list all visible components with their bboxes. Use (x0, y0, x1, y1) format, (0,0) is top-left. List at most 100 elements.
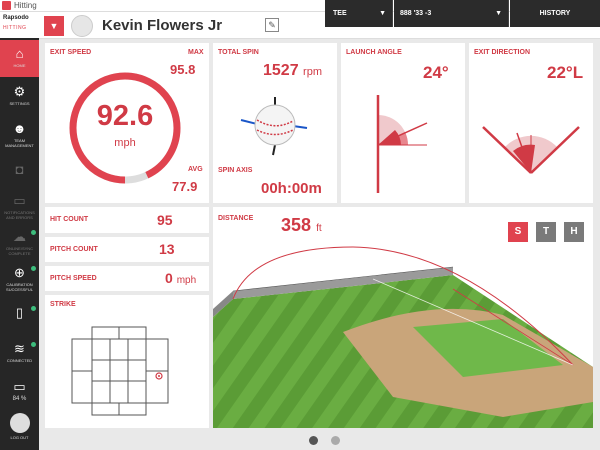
page-dot-2[interactable] (331, 436, 340, 445)
sidebar-item-label: SETTINGS (9, 101, 30, 106)
total-spin-label: TOTAL SPIN (218, 49, 259, 56)
app-icon (2, 1, 11, 10)
view-button-side[interactable]: S (508, 222, 528, 242)
view-button-home[interactable]: H (564, 222, 584, 242)
wifi-status-dot (31, 342, 36, 347)
gauge-fill (69, 72, 181, 184)
launch-angle-card: LAUNCH ANGLE 24° (341, 43, 465, 203)
exit-direction-value: 22°L (547, 63, 584, 82)
sidebar-item-label: TEAM MANAGEMENT (5, 138, 34, 148)
distance-unit: ft (316, 223, 322, 234)
notification-icon: ▭ (13, 193, 26, 208)
pitch-speed-value-row: 0 mph (165, 270, 196, 286)
sidebar-item-label: HOME (13, 63, 26, 68)
avg-value: 77.9 (172, 179, 198, 194)
history-button[interactable]: HISTORY (510, 0, 600, 27)
avg-label: AVG (188, 166, 203, 173)
battery-indicator: ▭ 84 % (0, 378, 39, 406)
distance-value: 358 (281, 215, 312, 235)
hit-count-card: HIT COUNT 95 (45, 207, 209, 233)
home-icon: ⌂ (15, 46, 24, 61)
battery-icon: ▭ (13, 379, 26, 394)
tee-select-value: TEE (333, 10, 347, 17)
launch-angle-value: 24° (423, 63, 449, 82)
strike-label: STRIKE (50, 301, 76, 308)
wifi-icon: ≋ (14, 341, 25, 356)
view-button-top[interactable]: T (536, 222, 556, 242)
exit-speed-value: 92.6 (96, 100, 154, 132)
pitch-location-marker (155, 372, 163, 380)
chevron-down-icon: ▼ (49, 21, 59, 31)
distance-value-row: 358 ft (281, 215, 322, 236)
history-label: HISTORY (539, 10, 571, 17)
total-spin-unit: rpm (303, 66, 322, 78)
max-label: MAX (188, 49, 204, 56)
pitch-count-card: PITCH COUNT 13 (45, 237, 209, 262)
device-icon: ▯ (15, 305, 24, 320)
cloud-sync-icon: ☁ (13, 229, 26, 244)
cloud-status-dot (31, 230, 36, 235)
distance-label: DISTANCE (218, 215, 254, 222)
pitch-speed-label: PITCH SPEED (50, 275, 97, 282)
sidebar-item-team[interactable]: ☻ TEAM MANAGEMENT (0, 118, 39, 154)
sidebar-item-cloud[interactable]: ☁ ONLINE/SYNC COMPLETE (0, 228, 39, 258)
sidebar-item-notifications[interactable]: ▭ NOTIFICATIONS AND ERRORS (0, 192, 39, 222)
max-value: 95.8 (170, 62, 196, 77)
exit-direction-label: EXIT DIRECTION (474, 49, 531, 56)
sidebar-item-label: CALIBRATION SUCCESSFUL (6, 282, 33, 292)
baseball-icon (240, 97, 308, 156)
team-icon: ☻ (12, 121, 27, 136)
rapsodo-logo: Rapsodo HITTING (0, 12, 39, 38)
distance-card: DISTANCE 358 ft S T H (213, 207, 593, 428)
window-title: Hitting (14, 1, 37, 10)
sidebar-item-camera[interactable]: ◘ (0, 160, 39, 186)
chevron-down-icon: ▼ (379, 10, 386, 17)
device-status-dot (31, 306, 36, 311)
pitch-speed-unit: mph (176, 275, 197, 286)
total-spin-value: 1527 (263, 62, 299, 79)
sidebar-item-label: LOG OUT (10, 435, 29, 440)
tee-select[interactable]: TEE ▼ (325, 0, 393, 27)
sidebar-item-wifi[interactable]: ≋ CONNECTED (0, 340, 39, 370)
page-dot-1[interactable] (309, 436, 318, 445)
exit-speed-card: EXIT SPEED MAX 95.8 92.6 mph AVG 77.9 (45, 43, 209, 203)
crosshair-icon: ⊕ (14, 265, 25, 280)
infield-grass (413, 319, 563, 377)
edit-icon[interactable]: ✎ (265, 18, 279, 32)
hit-count-label: HIT COUNT (50, 216, 89, 223)
launch-angle-label: LAUNCH ANGLE (346, 49, 402, 56)
logo-brand: Rapsodo (3, 15, 29, 21)
hit-count-value: 95 (157, 212, 173, 228)
exit-speed-label: EXIT SPEED (50, 49, 92, 56)
sidebar-item-settings[interactable]: ⚙ SETTINGS (0, 80, 39, 116)
pitch-speed-value: 0 (165, 270, 173, 286)
player-avatar (71, 15, 93, 37)
outfield-wall (233, 267, 453, 299)
battery-percent: 84 % (12, 396, 27, 402)
sidebar-item-device[interactable]: ▯ (0, 304, 39, 330)
player-name: Kevin Flowers Jr (102, 17, 223, 34)
bat-select-value: 888 '33 -3 (400, 10, 432, 17)
total-spin-value-row: 1527 rpm (263, 62, 322, 80)
total-spin-card: TOTAL SPIN 1527 rpm SPIN AXIS 00h:00m (213, 43, 337, 203)
logo-product: HITTING (3, 25, 27, 31)
pitch-count-value: 13 (159, 241, 175, 257)
sidebar-item-home[interactable]: ⌂ HOME (0, 40, 39, 77)
exit-direction-diagram (482, 126, 580, 174)
launch-angle-diagram (376, 95, 428, 193)
chevron-down-icon: ▼ (495, 10, 502, 17)
player-dropdown-button[interactable]: ▼ (44, 16, 64, 36)
ball-trajectory (232, 246, 574, 366)
sidebar-item-label: NOTIFICATIONS AND ERRORS (4, 210, 35, 220)
sidebar-item-logout[interactable]: LOG OUT (0, 412, 39, 448)
pitch-count-label: PITCH COUNT (50, 246, 98, 253)
strike-card: STRIKE (45, 295, 209, 428)
exit-speed-gauge (69, 72, 181, 184)
exit-speed-unit: mph (114, 137, 136, 149)
sidebar-item-calibration[interactable]: ⊕ CALIBRATION SUCCESSFUL (0, 264, 39, 296)
baseball-field-3d (213, 246, 593, 428)
bat-select[interactable]: 888 '33 -3 ▼ (394, 0, 509, 27)
pitch-speed-card: PITCH SPEED 0 mph (45, 266, 209, 291)
strike-zone-grid (71, 326, 169, 416)
camera-icon: ◘ (15, 162, 24, 177)
